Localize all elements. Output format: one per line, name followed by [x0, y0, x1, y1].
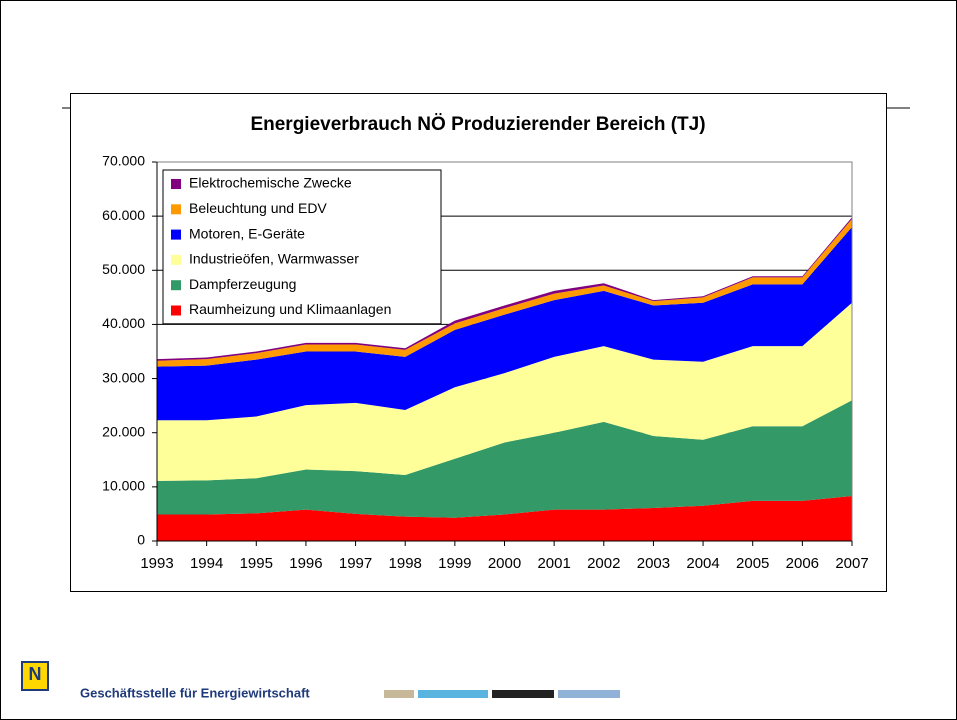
- y-tick-label: 10.000: [102, 478, 145, 494]
- deco-image: [384, 690, 414, 698]
- y-tick-label: 0: [137, 532, 145, 548]
- x-tick-label: 2003: [637, 555, 670, 572]
- area: [157, 226, 852, 421]
- logo: [21, 661, 49, 691]
- y-tick-label: 40.000: [102, 315, 145, 331]
- legend-swatch: [171, 280, 181, 291]
- x-tick-label: 1998: [389, 555, 422, 572]
- y-tick-label: 50.000: [102, 261, 145, 277]
- legend-swatch: [171, 179, 181, 189]
- area: [157, 496, 852, 541]
- x-tick-label: 2001: [537, 555, 570, 572]
- chart-title: Energieverbrauch NÖ Produzierender Berei…: [250, 114, 705, 135]
- area: [157, 302, 852, 481]
- legend-label: Raumheizung und Klimaanlagen: [189, 301, 391, 317]
- legend-swatch: [171, 229, 181, 240]
- y-tick-label: 30.000: [102, 369, 145, 385]
- y-tick-label: 20.000: [102, 423, 145, 439]
- x-tick-label: 2007: [835, 555, 868, 572]
- legend-swatch: [171, 305, 181, 316]
- legend: [162, 169, 442, 325]
- x-tick-label: 1996: [289, 555, 322, 572]
- legend-label: Elektrochemische Zwecke: [189, 175, 352, 191]
- x-tick-label: 2000: [488, 555, 521, 572]
- legend-label: Dampferzeugung: [189, 276, 296, 292]
- footer-text: Geschäftsstelle für Energiewirtschaft: [80, 685, 310, 700]
- x-tick-label: 1995: [240, 555, 273, 572]
- legend-label: Beleuchtung und EDV: [189, 200, 327, 216]
- deco-image: [492, 690, 554, 698]
- x-tick-label: 1993: [140, 555, 173, 572]
- y-tick-label: 60.000: [102, 207, 145, 223]
- x-tick-label: 2002: [587, 555, 620, 572]
- legend-swatch: [171, 254, 181, 265]
- deco-image: [558, 690, 620, 698]
- plot: 0 10.000 20.000 30.000 40.000 50.000 60.000 70.…: [102, 153, 869, 572]
- x-tick-label: 1994: [190, 555, 223, 572]
- x-tick-label: 2004: [686, 555, 719, 572]
- y-tick-label: 70.000: [102, 153, 145, 169]
- area: [157, 400, 852, 518]
- legend-label: Industrieöfen, Warmwasser: [189, 251, 359, 267]
- x-tick-label: 2005: [736, 555, 769, 572]
- deco-image: [418, 690, 488, 698]
- logo-text: N: [29, 664, 42, 684]
- x-tick-label: 1997: [339, 555, 372, 572]
- legend-swatch: [171, 204, 181, 215]
- legend-label: Motoren, E-Geräte: [189, 225, 305, 241]
- x-tick-label: 1999: [438, 555, 471, 572]
- x-tick-label: 2006: [786, 555, 819, 572]
